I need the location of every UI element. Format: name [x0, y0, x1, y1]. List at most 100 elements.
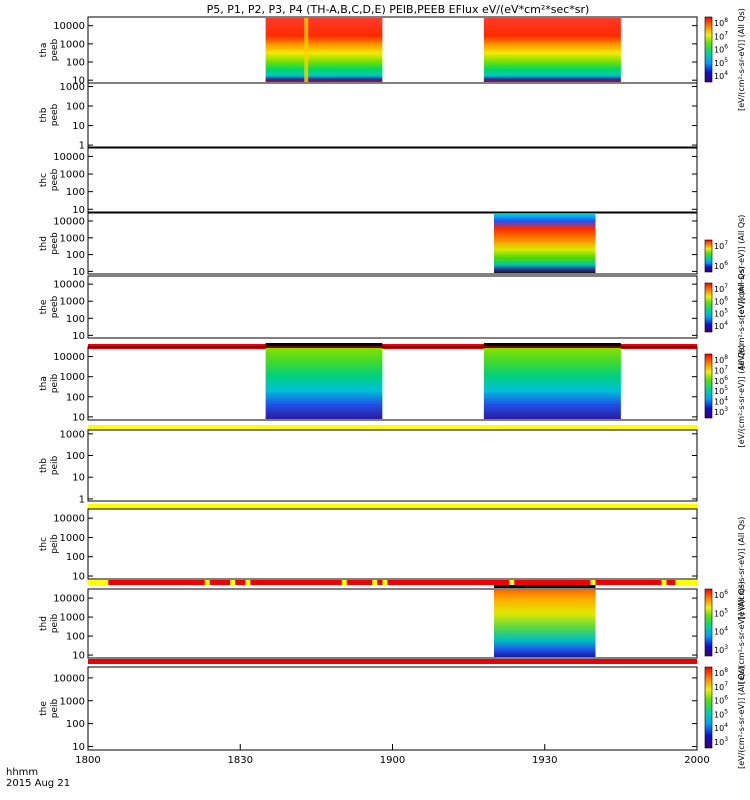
- panel-label-product: peeb: [50, 295, 60, 318]
- colorbar-tick-label: 108: [714, 354, 728, 365]
- y-tick-label: 10: [72, 651, 85, 662]
- y-tick-label: 1000: [60, 613, 85, 624]
- panel-label-probe: thb: [39, 107, 49, 122]
- colorbar-label: [eV/(cm²-s-sr-eV)] (All Qs): [737, 345, 746, 448]
- y-tick-label: 10000: [53, 514, 85, 525]
- colorbar-tick-exponent: 3: [724, 644, 728, 651]
- colorbar-tick-label: 104: [714, 70, 728, 81]
- spectrogram-block: [483, 348, 621, 419]
- quality-bar-segment: [372, 580, 378, 585]
- colorbar-label: [eV/(cm²-s-sr-eV)] (All Qs): [737, 517, 746, 620]
- colorbar-tick-label: 105: [714, 607, 728, 618]
- quality-bar: [88, 425, 697, 430]
- y-tick-label: 100: [66, 250, 85, 261]
- y-tick-label: 1: [79, 494, 85, 505]
- colorbar-tick-label: 107: [714, 283, 728, 294]
- panel-label-product: peeb: [50, 103, 60, 126]
- spectrogram-block: [494, 214, 596, 273]
- colorbar-tick-label: 105: [714, 708, 728, 719]
- colorbar-tick-exponent: 6: [724, 260, 728, 267]
- colorbar-tick-label: 106: [714, 695, 728, 706]
- y-tick-label: 1000: [60, 297, 85, 308]
- panel-tha_peeb: 10000 1000 100 10 tha peeb 108 107 106 105 104 [eV/…: [39, 8, 746, 111]
- y-tick-label: 1000: [60, 429, 85, 440]
- x-tick-label: 1930: [532, 755, 557, 766]
- spectrogram-block: [494, 590, 596, 657]
- y-tick-label: 10: [72, 76, 85, 87]
- colorbar-tick-exponent: 4: [724, 320, 728, 327]
- colorbar-tick-label: 104: [714, 320, 728, 331]
- panel-label-product: peib: [50, 613, 60, 633]
- y-tick-label: 1000: [60, 39, 85, 50]
- y-tick-label: 100: [66, 187, 85, 198]
- quality-bar: [88, 504, 697, 509]
- panel-label-product: peeb: [50, 38, 60, 61]
- y-tick-label: 100: [66, 101, 85, 112]
- y-tick-label: 100: [66, 552, 85, 563]
- colorbar-tick-exponent: 5: [724, 385, 728, 392]
- colorbar-tick-exponent: 6: [724, 295, 728, 302]
- y-tick-label: 1000: [60, 372, 85, 383]
- panel-label-probe: thd: [39, 236, 49, 251]
- y-tick-label: 10: [72, 742, 85, 753]
- y-tick-label: 1000: [60, 82, 85, 93]
- colorbar-tick-label: 106: [714, 589, 728, 600]
- colorbar-tick-exponent: 5: [724, 308, 728, 315]
- colorbar: [704, 282, 713, 333]
- colorbar-tick-label: 104: [714, 396, 728, 407]
- colorbar-tick-exponent: 5: [724, 57, 728, 64]
- y-tick-label: 10: [72, 121, 85, 132]
- panel-label-product: peib: [50, 534, 60, 554]
- panel-label-product: peib: [50, 373, 60, 393]
- colorbar-tick-label: 105: [714, 385, 728, 396]
- panel-frame: [87, 666, 698, 751]
- colorbar-tick-exponent: 8: [724, 667, 728, 674]
- y-tick-label: 10: [72, 572, 85, 583]
- y-tick-label: 10: [72, 331, 85, 342]
- panel-frame: [87, 147, 698, 213]
- panel-label-probe: tha: [39, 376, 49, 391]
- x-tick-label: 1900: [380, 755, 405, 766]
- colorbar-tick-label: 106: [714, 44, 728, 55]
- panel-frame: [87, 429, 698, 502]
- quality-bar-segment: [341, 580, 347, 585]
- panel-thb_peeb: 1000 100 10 1 thb peeb: [39, 82, 698, 152]
- colorbar-tick-exponent: 7: [724, 364, 728, 371]
- spectrogram-block: [483, 18, 621, 82]
- time-axis: hhmm 2015 Aug 21 1800 1830 1900 1930 2000: [6, 744, 710, 789]
- colorbar-label: [eV/(cm²-s-sr-eV)] (All Qs): [737, 266, 746, 369]
- colorbar-tick-label: 108: [714, 17, 728, 28]
- x-axis-date: 2015 Aug 21: [6, 778, 70, 789]
- y-tick-label: 1000: [60, 533, 85, 544]
- colorbar: [704, 666, 713, 749]
- panel-the_peib: 10000 1000 100 10 the peib 108 107 106 105 104 103 […: [39, 666, 746, 769]
- colorbar-tick-label: 104: [714, 626, 728, 637]
- x-tick-label: 2000: [684, 755, 709, 766]
- x-axis-label: hhmm: [6, 767, 38, 778]
- quality-bar-segment: [88, 580, 104, 585]
- panel-frame: [87, 275, 698, 339]
- colorbar-tick-exponent: 7: [724, 240, 728, 247]
- colorbar-tick-exponent: 5: [724, 708, 728, 715]
- colorbar-tick-label: 107: [714, 240, 728, 251]
- colorbar-tick-label: 107: [714, 681, 728, 692]
- spectrogram-block: [265, 348, 383, 419]
- colorbar: [704, 239, 713, 273]
- panel-thc_peeb: 10000 1000 100 10 thc peeb: [39, 147, 698, 216]
- colorbar: [704, 16, 713, 83]
- colorbar-tick-label: 107: [714, 30, 728, 41]
- y-tick-label: 100: [66, 719, 85, 730]
- colorbar-tick-label: 105: [714, 57, 728, 68]
- colorbar-tick-exponent: 8: [724, 17, 728, 24]
- panel-thc_peib: 10000 1000 100 10 thc peib [eV/(cm²-s-sr-eV)] …: [39, 508, 746, 620]
- colorbar-tick-label: 107: [714, 364, 728, 375]
- chart-title: P5, P1, P2, P3, P4 (TH-A,B,C,D,E) PEIB,P…: [207, 3, 590, 16]
- colorbar: [704, 588, 713, 657]
- panel-label-probe: the: [39, 299, 49, 314]
- colorbar-tick-exponent: 3: [724, 736, 728, 743]
- colorbar-tick-label: 104: [714, 722, 728, 733]
